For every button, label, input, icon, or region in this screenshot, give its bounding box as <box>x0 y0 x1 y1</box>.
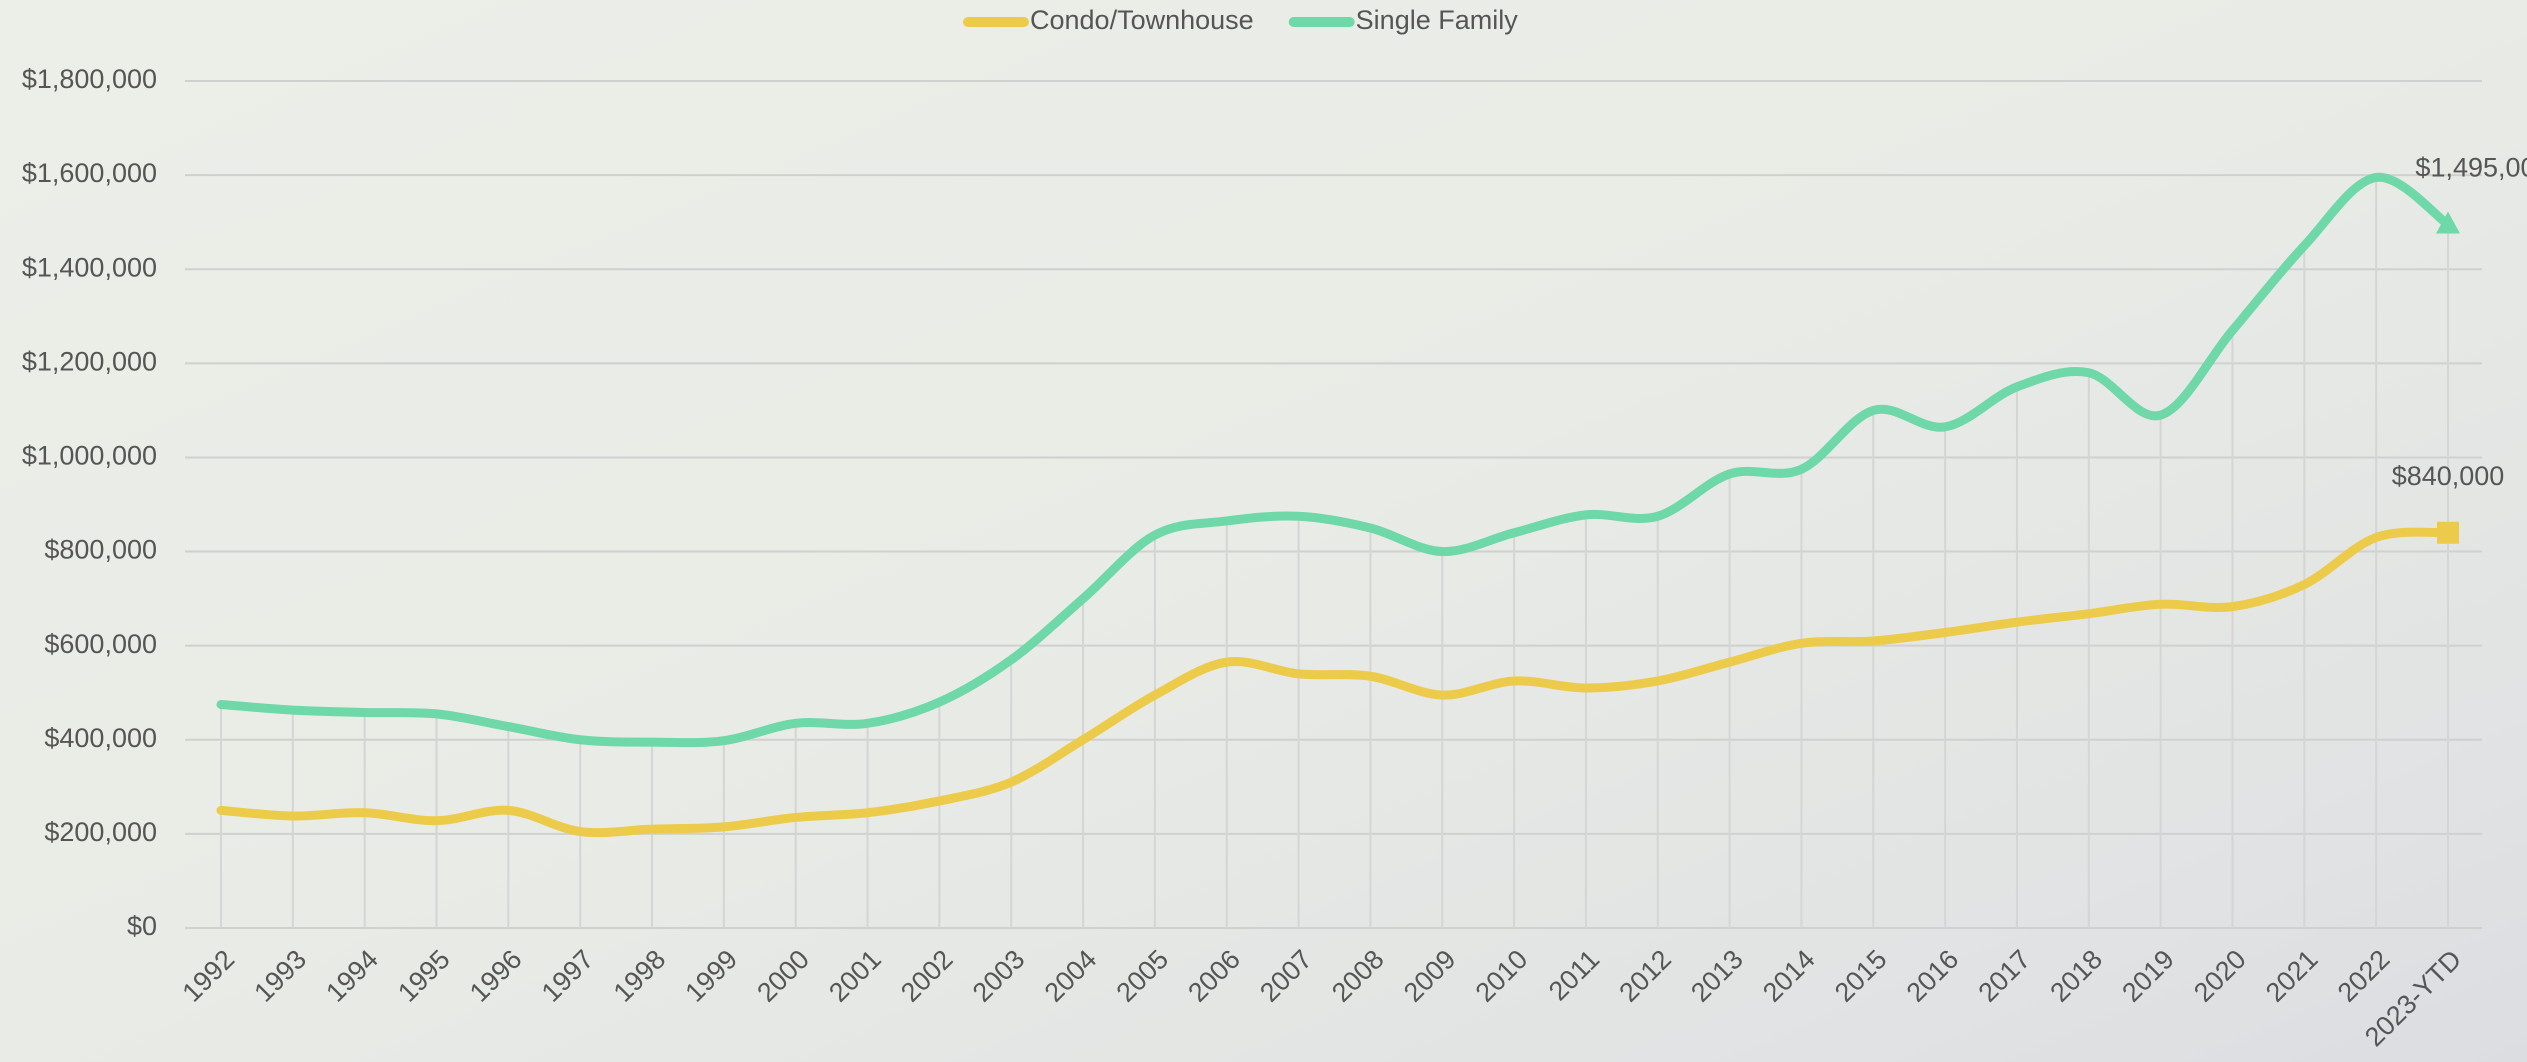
background <box>0 0 2527 1062</box>
y-tick-label: $600,000 <box>44 629 157 659</box>
end-marker <box>2437 522 2459 544</box>
y-tick-label: $0 <box>127 911 157 941</box>
y-tick-label: $1,800,000 <box>22 64 157 94</box>
y-tick-label: $1,000,000 <box>22 441 157 471</box>
chart: $0 $200,000 $400,000 $600,000 $800,000 $1,000… <box>0 0 2527 1062</box>
legend-label: Single Family <box>1356 5 1519 35</box>
y-tick-label: $400,000 <box>44 723 157 753</box>
data-label: $1,495,000 <box>2415 153 2527 183</box>
y-tick-label: $200,000 <box>44 817 157 847</box>
data-label: $840,000 <box>2392 461 2505 491</box>
y-tick-label: $1,600,000 <box>22 158 157 188</box>
legend: Condo/Townhouse Single Family <box>968 5 1518 35</box>
legend-label: Condo/Townhouse <box>1030 5 1254 35</box>
y-tick-label: $1,200,000 <box>22 346 157 376</box>
y-tick-label: $1,400,000 <box>22 252 157 282</box>
y-tick-label: $800,000 <box>44 535 157 565</box>
